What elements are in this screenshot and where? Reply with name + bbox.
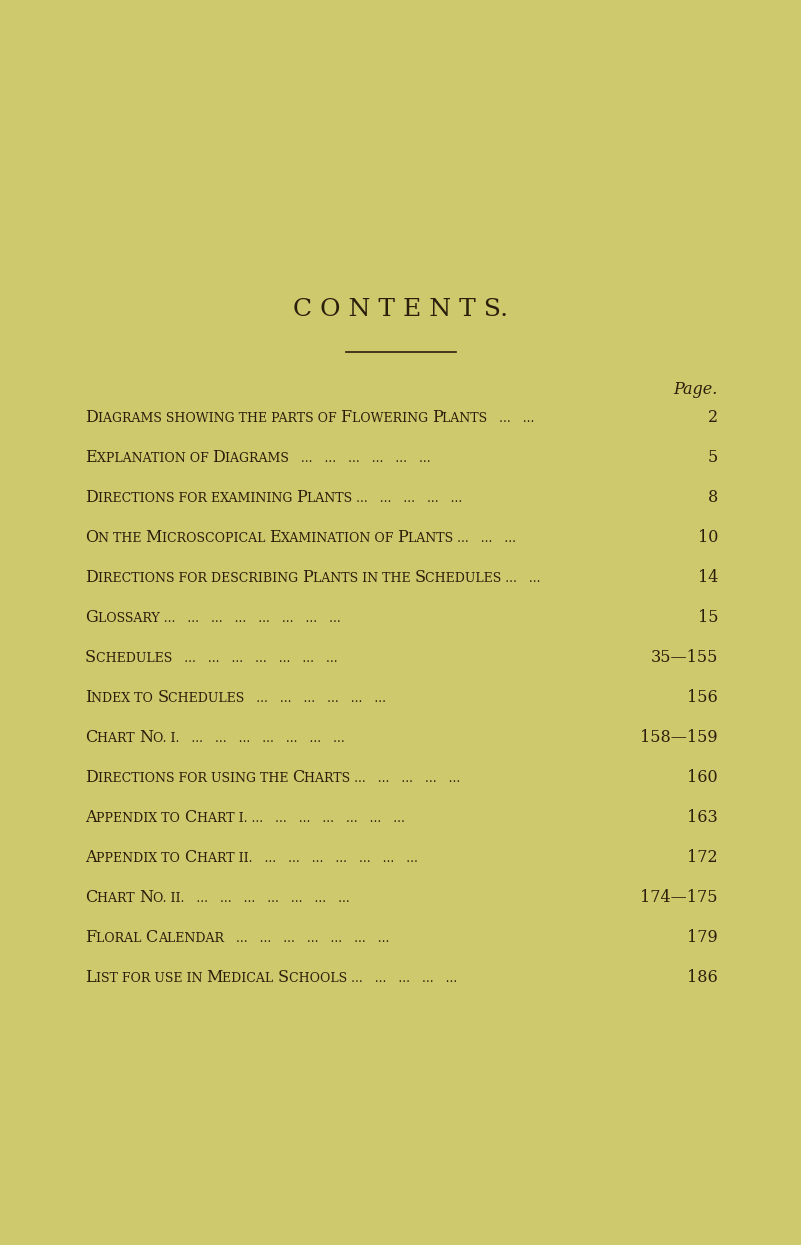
Text: S: S (278, 970, 288, 986)
Text: 156: 156 (687, 690, 718, 706)
Text: N THE: N THE (98, 532, 146, 544)
Text: PPENDIX TO: PPENDIX TO (96, 812, 184, 824)
Text: Page.: Page. (674, 381, 718, 398)
Text: CHEDULES   ...   ...   ...   ...   ...   ...: CHEDULES ... ... ... ... ... ... (168, 691, 386, 705)
Text: ICROSCOPICAL: ICROSCOPICAL (162, 532, 269, 544)
Text: I: I (85, 690, 91, 706)
Text: C: C (85, 889, 97, 906)
Text: IAGRAMS SHOWING THE PARTS OF: IAGRAMS SHOWING THE PARTS OF (98, 412, 340, 425)
Text: CHEDULES ...   ...: CHEDULES ... ... (425, 571, 541, 584)
Text: LOSSARY ...   ...   ...   ...   ...   ...   ...   ...: LOSSARY ... ... ... ... ... ... ... ... (98, 611, 340, 625)
Text: E: E (85, 449, 97, 467)
Text: P: P (397, 529, 408, 547)
Text: NDEX TO: NDEX TO (91, 691, 157, 705)
Text: O. I.   ...   ...   ...   ...   ...   ...   ...: O. I. ... ... ... ... ... ... ... (153, 732, 344, 745)
Text: P: P (302, 569, 312, 586)
Text: A: A (85, 849, 96, 867)
Text: D: D (212, 449, 225, 467)
Text: 2: 2 (708, 410, 718, 427)
Text: IRECTIONS FOR USING THE: IRECTIONS FOR USING THE (98, 772, 292, 784)
Text: O. II.   ...   ...   ...   ...   ...   ...   ...: O. II. ... ... ... ... ... ... ... (153, 891, 349, 905)
Text: HART II.   ...   ...   ...   ...   ...   ...   ...: HART II. ... ... ... ... ... ... ... (196, 852, 417, 864)
Text: G: G (85, 610, 98, 626)
Text: 5: 5 (708, 449, 718, 467)
Text: 8: 8 (708, 489, 718, 507)
Text: S: S (85, 650, 96, 666)
Text: S: S (414, 569, 425, 586)
Text: E: E (269, 529, 281, 547)
Text: LANTS ...   ...   ...: LANTS ... ... ... (408, 532, 516, 544)
Text: LANTS ...   ...   ...   ...   ...: LANTS ... ... ... ... ... (307, 492, 462, 504)
Text: LANTS   ...   ...: LANTS ... ... (442, 412, 535, 425)
Text: F: F (340, 410, 352, 427)
Text: A: A (85, 809, 96, 827)
Text: 186: 186 (687, 970, 718, 986)
Text: IRECTIONS FOR EXAMINING: IRECTIONS FOR EXAMINING (98, 492, 296, 504)
Text: 10: 10 (698, 529, 718, 547)
Text: 14: 14 (698, 569, 718, 586)
Text: ALENDAR   ...   ...   ...   ...   ...   ...   ...: ALENDAR ... ... ... ... ... ... ... (158, 931, 389, 945)
Text: C: C (184, 849, 196, 867)
Text: C: C (85, 730, 97, 747)
Text: F: F (85, 930, 96, 946)
Text: XPLANATION OF: XPLANATION OF (97, 452, 212, 464)
Text: 172: 172 (687, 849, 718, 867)
Text: 35—155: 35—155 (650, 650, 718, 666)
Text: P: P (296, 489, 307, 507)
Text: N: N (139, 889, 153, 906)
Text: CHEDULES   ...   ...   ...   ...   ...   ...   ...: CHEDULES ... ... ... ... ... ... ... (96, 651, 338, 665)
Text: D: D (85, 569, 98, 586)
Text: M: M (206, 970, 223, 986)
Text: 158—159: 158—159 (640, 730, 718, 747)
Text: XAMINATION OF: XAMINATION OF (281, 532, 397, 544)
Text: D: D (85, 410, 98, 427)
Text: S: S (157, 690, 168, 706)
Text: C: C (184, 809, 196, 827)
Text: 160: 160 (687, 769, 718, 787)
Text: O: O (85, 529, 98, 547)
Text: HARTS ...   ...   ...   ...   ...: HARTS ... ... ... ... ... (304, 772, 461, 784)
Text: 179: 179 (687, 930, 718, 946)
Text: LANTS IN THE: LANTS IN THE (312, 571, 414, 584)
Text: LORAL: LORAL (96, 931, 146, 945)
Text: C: C (292, 769, 304, 787)
Text: N: N (139, 730, 153, 747)
Text: HART I. ...   ...   ...   ...   ...   ...   ...: HART I. ... ... ... ... ... ... ... (196, 812, 405, 824)
Text: L: L (85, 970, 95, 986)
Text: C: C (146, 930, 158, 946)
Text: IRECTIONS FOR DESCRIBING: IRECTIONS FOR DESCRIBING (98, 571, 302, 584)
Text: D: D (85, 489, 98, 507)
Text: IST FOR USE IN: IST FOR USE IN (95, 971, 206, 985)
Text: 15: 15 (698, 610, 718, 626)
Text: EDICAL: EDICAL (223, 971, 278, 985)
Text: M: M (146, 529, 162, 547)
Text: HART: HART (97, 732, 139, 745)
Text: 163: 163 (687, 809, 718, 827)
Text: LOWERING: LOWERING (352, 412, 432, 425)
Text: CHOOLS ...   ...   ...   ...   ...: CHOOLS ... ... ... ... ... (288, 971, 457, 985)
Text: 174—175: 174—175 (641, 889, 718, 906)
Text: P: P (432, 410, 442, 427)
Text: D: D (85, 769, 98, 787)
Text: PPENDIX TO: PPENDIX TO (96, 852, 184, 864)
Text: C O N T E N T S.: C O N T E N T S. (293, 299, 508, 321)
Text: HART: HART (97, 891, 139, 905)
Text: IAGRAMS   ...   ...   ...   ...   ...   ...: IAGRAMS ... ... ... ... ... ... (225, 452, 431, 464)
